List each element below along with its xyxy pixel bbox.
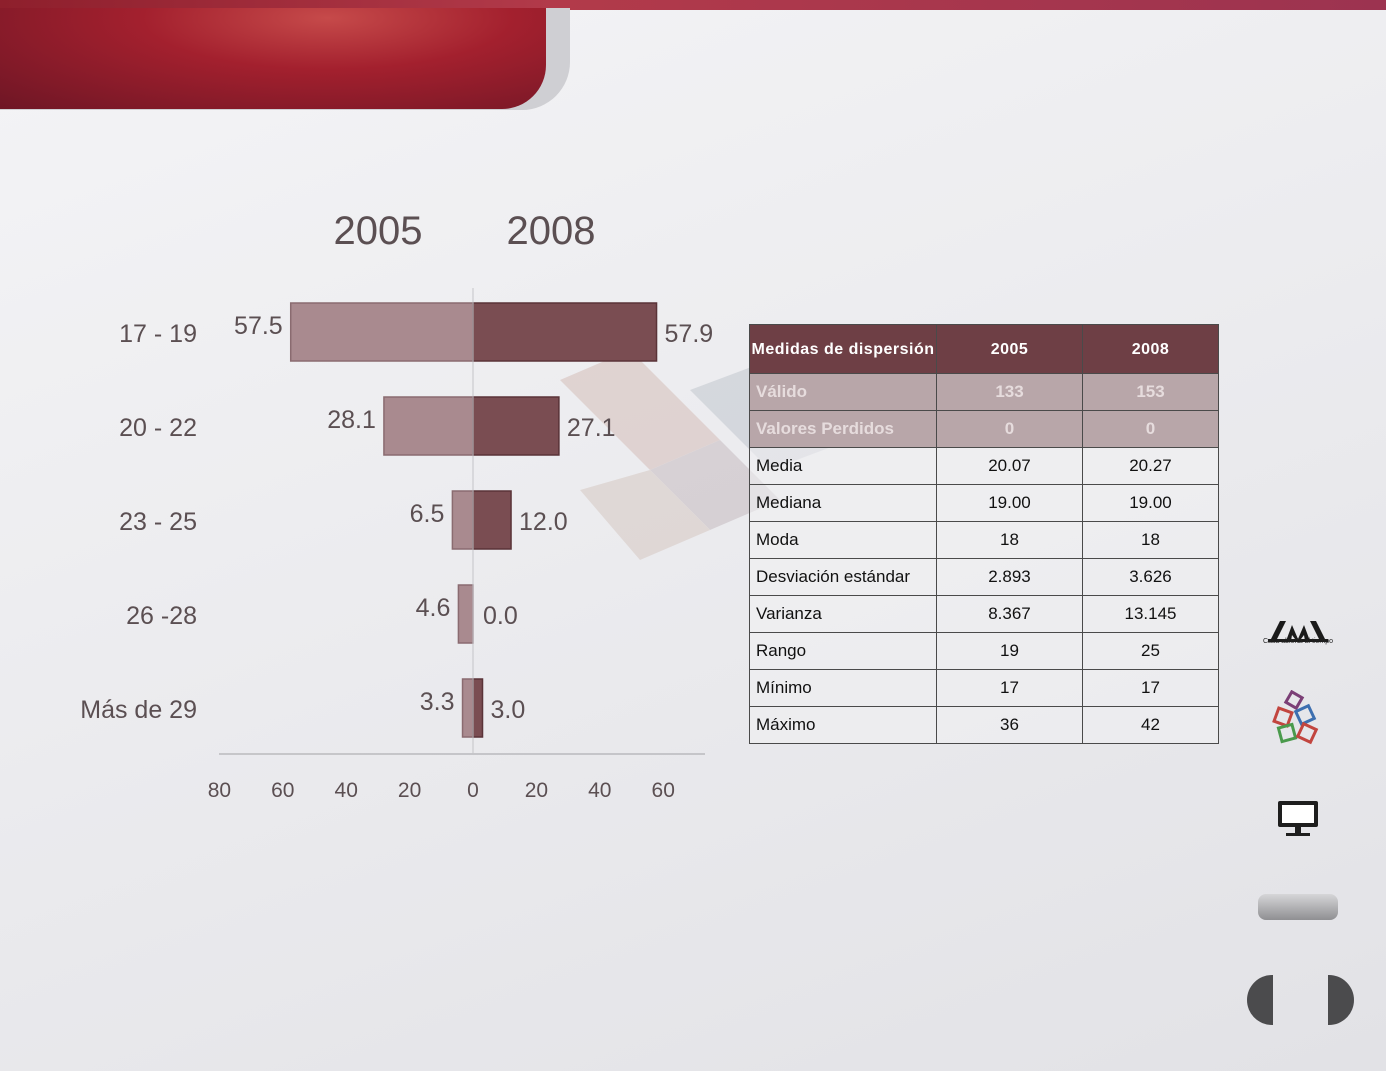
value-2005: 0	[936, 410, 1083, 448]
table-row: Valores Perdidos 0 0	[749, 410, 1219, 448]
value-label-2005: 3.3	[420, 688, 455, 716]
table-row: Moda 18 18	[749, 521, 1219, 559]
value-2008: 18	[1082, 521, 1219, 559]
bar-2005	[451, 490, 474, 550]
age-distribution-chart: 2005 2008 17 - 19 20 - 22 23 - 25 26 -28 Más …	[80, 209, 714, 802]
bar-2008	[472, 396, 560, 456]
table-row: Varianza 8.367 13.145	[749, 595, 1219, 633]
value-label-2008: 27.1	[567, 414, 616, 442]
value-label-2005: 4.6	[416, 594, 451, 622]
table-row: Válido 133 153	[749, 373, 1219, 411]
value-2005: 2.893	[936, 558, 1083, 596]
next-slide-button[interactable]	[1328, 975, 1354, 1025]
row-label: Máximo	[749, 706, 937, 744]
value-2008: 20.27	[1082, 447, 1219, 485]
value-label-2008: 57.9	[665, 320, 714, 348]
value-label-2005: 6.5	[410, 500, 445, 528]
value-label-2005: 57.5	[234, 312, 283, 340]
x-tick-label: 40	[588, 779, 611, 802]
division-logo-icon[interactable]	[1270, 690, 1326, 748]
value-2008: 0	[1082, 410, 1219, 448]
value-2008: 42	[1082, 706, 1219, 744]
value-label-2005: 28.1	[327, 406, 376, 434]
value-2008: 19.00	[1082, 484, 1219, 522]
value-2005: 133	[936, 373, 1083, 411]
value-2008: 25	[1082, 632, 1219, 670]
menu-button[interactable]	[1258, 894, 1338, 920]
bar-2008	[472, 490, 512, 550]
value-2005: 18	[936, 521, 1083, 559]
table-header-row: Medidas de dispersión 2005 2008	[749, 324, 1219, 374]
uam-logo[interactable]	[1262, 612, 1334, 652]
logo-caption: Casa abierta al tiempo	[1262, 638, 1334, 645]
value-label-2008: 3.0	[491, 696, 526, 724]
bar-2005	[383, 396, 474, 456]
category-label: 26 -28	[126, 602, 197, 630]
x-tick-label: 60	[652, 779, 675, 802]
table-row: Mediana 19.00 19.00	[749, 484, 1219, 522]
value-2005: 19.00	[936, 484, 1083, 522]
table-row: Mínimo 17 17	[749, 669, 1219, 707]
value-label-2008: 0.0	[483, 602, 518, 630]
value-2008: 17	[1082, 669, 1219, 707]
value-label-2008: 12.0	[519, 508, 568, 536]
bar-2005	[289, 302, 474, 362]
row-label: Desviación estándar	[749, 558, 937, 596]
header-2005: 2005	[936, 324, 1083, 374]
value-2005: 36	[936, 706, 1083, 744]
bar-2005	[457, 584, 474, 644]
table-row: Máximo 36 42	[749, 706, 1219, 744]
series-label-2008: 2008	[507, 209, 596, 253]
row-label: Valores Perdidos	[749, 410, 937, 448]
table-row: Media 20.07 20.27	[749, 447, 1219, 485]
bar-2005	[461, 678, 474, 738]
bar-2008	[472, 678, 484, 738]
row-label: Varianza	[749, 595, 937, 633]
category-label: Más de 29	[80, 696, 197, 724]
header-2008: 2008	[1082, 324, 1219, 374]
top-accent-strip	[0, 0, 1386, 10]
monitor-icon[interactable]	[1276, 799, 1320, 839]
row-label: Válido	[749, 373, 937, 411]
dispersion-measures-table: Medidas de dispersión 2005 2008 Válido 1…	[749, 324, 1219, 744]
value-2005: 19	[936, 632, 1083, 670]
x-tick-label: 80	[208, 779, 231, 802]
header-measures: Medidas de dispersión	[749, 324, 937, 374]
table-row: Rango 19 25	[749, 632, 1219, 670]
value-2008: 3.626	[1082, 558, 1219, 596]
table-row: Desviación estándar 2.893 3.626	[749, 558, 1219, 596]
category-label: 20 - 22	[119, 414, 197, 442]
bar-2008	[472, 302, 658, 362]
category-label: 23 - 25	[119, 508, 197, 536]
previous-slide-button[interactable]	[1247, 975, 1273, 1025]
x-tick-label: 60	[271, 779, 294, 802]
row-label: Media	[749, 447, 937, 485]
series-label-2005: 2005	[334, 209, 423, 253]
value-2005: 20.07	[936, 447, 1083, 485]
row-label: Moda	[749, 521, 937, 559]
value-2005: 17	[936, 669, 1083, 707]
row-label: Mínimo	[749, 669, 937, 707]
x-tick-label: 0	[467, 779, 479, 802]
category-label: 17 - 19	[119, 320, 197, 348]
value-2005: 8.367	[936, 595, 1083, 633]
value-2008: 13.145	[1082, 595, 1219, 633]
value-2008: 153	[1082, 373, 1219, 411]
x-tick-label: 40	[335, 779, 358, 802]
x-tick-label: 20	[525, 779, 548, 802]
title-tab	[0, 8, 546, 109]
row-label: Rango	[749, 632, 937, 670]
x-tick-label: 20	[398, 779, 421, 802]
row-label: Mediana	[749, 484, 937, 522]
